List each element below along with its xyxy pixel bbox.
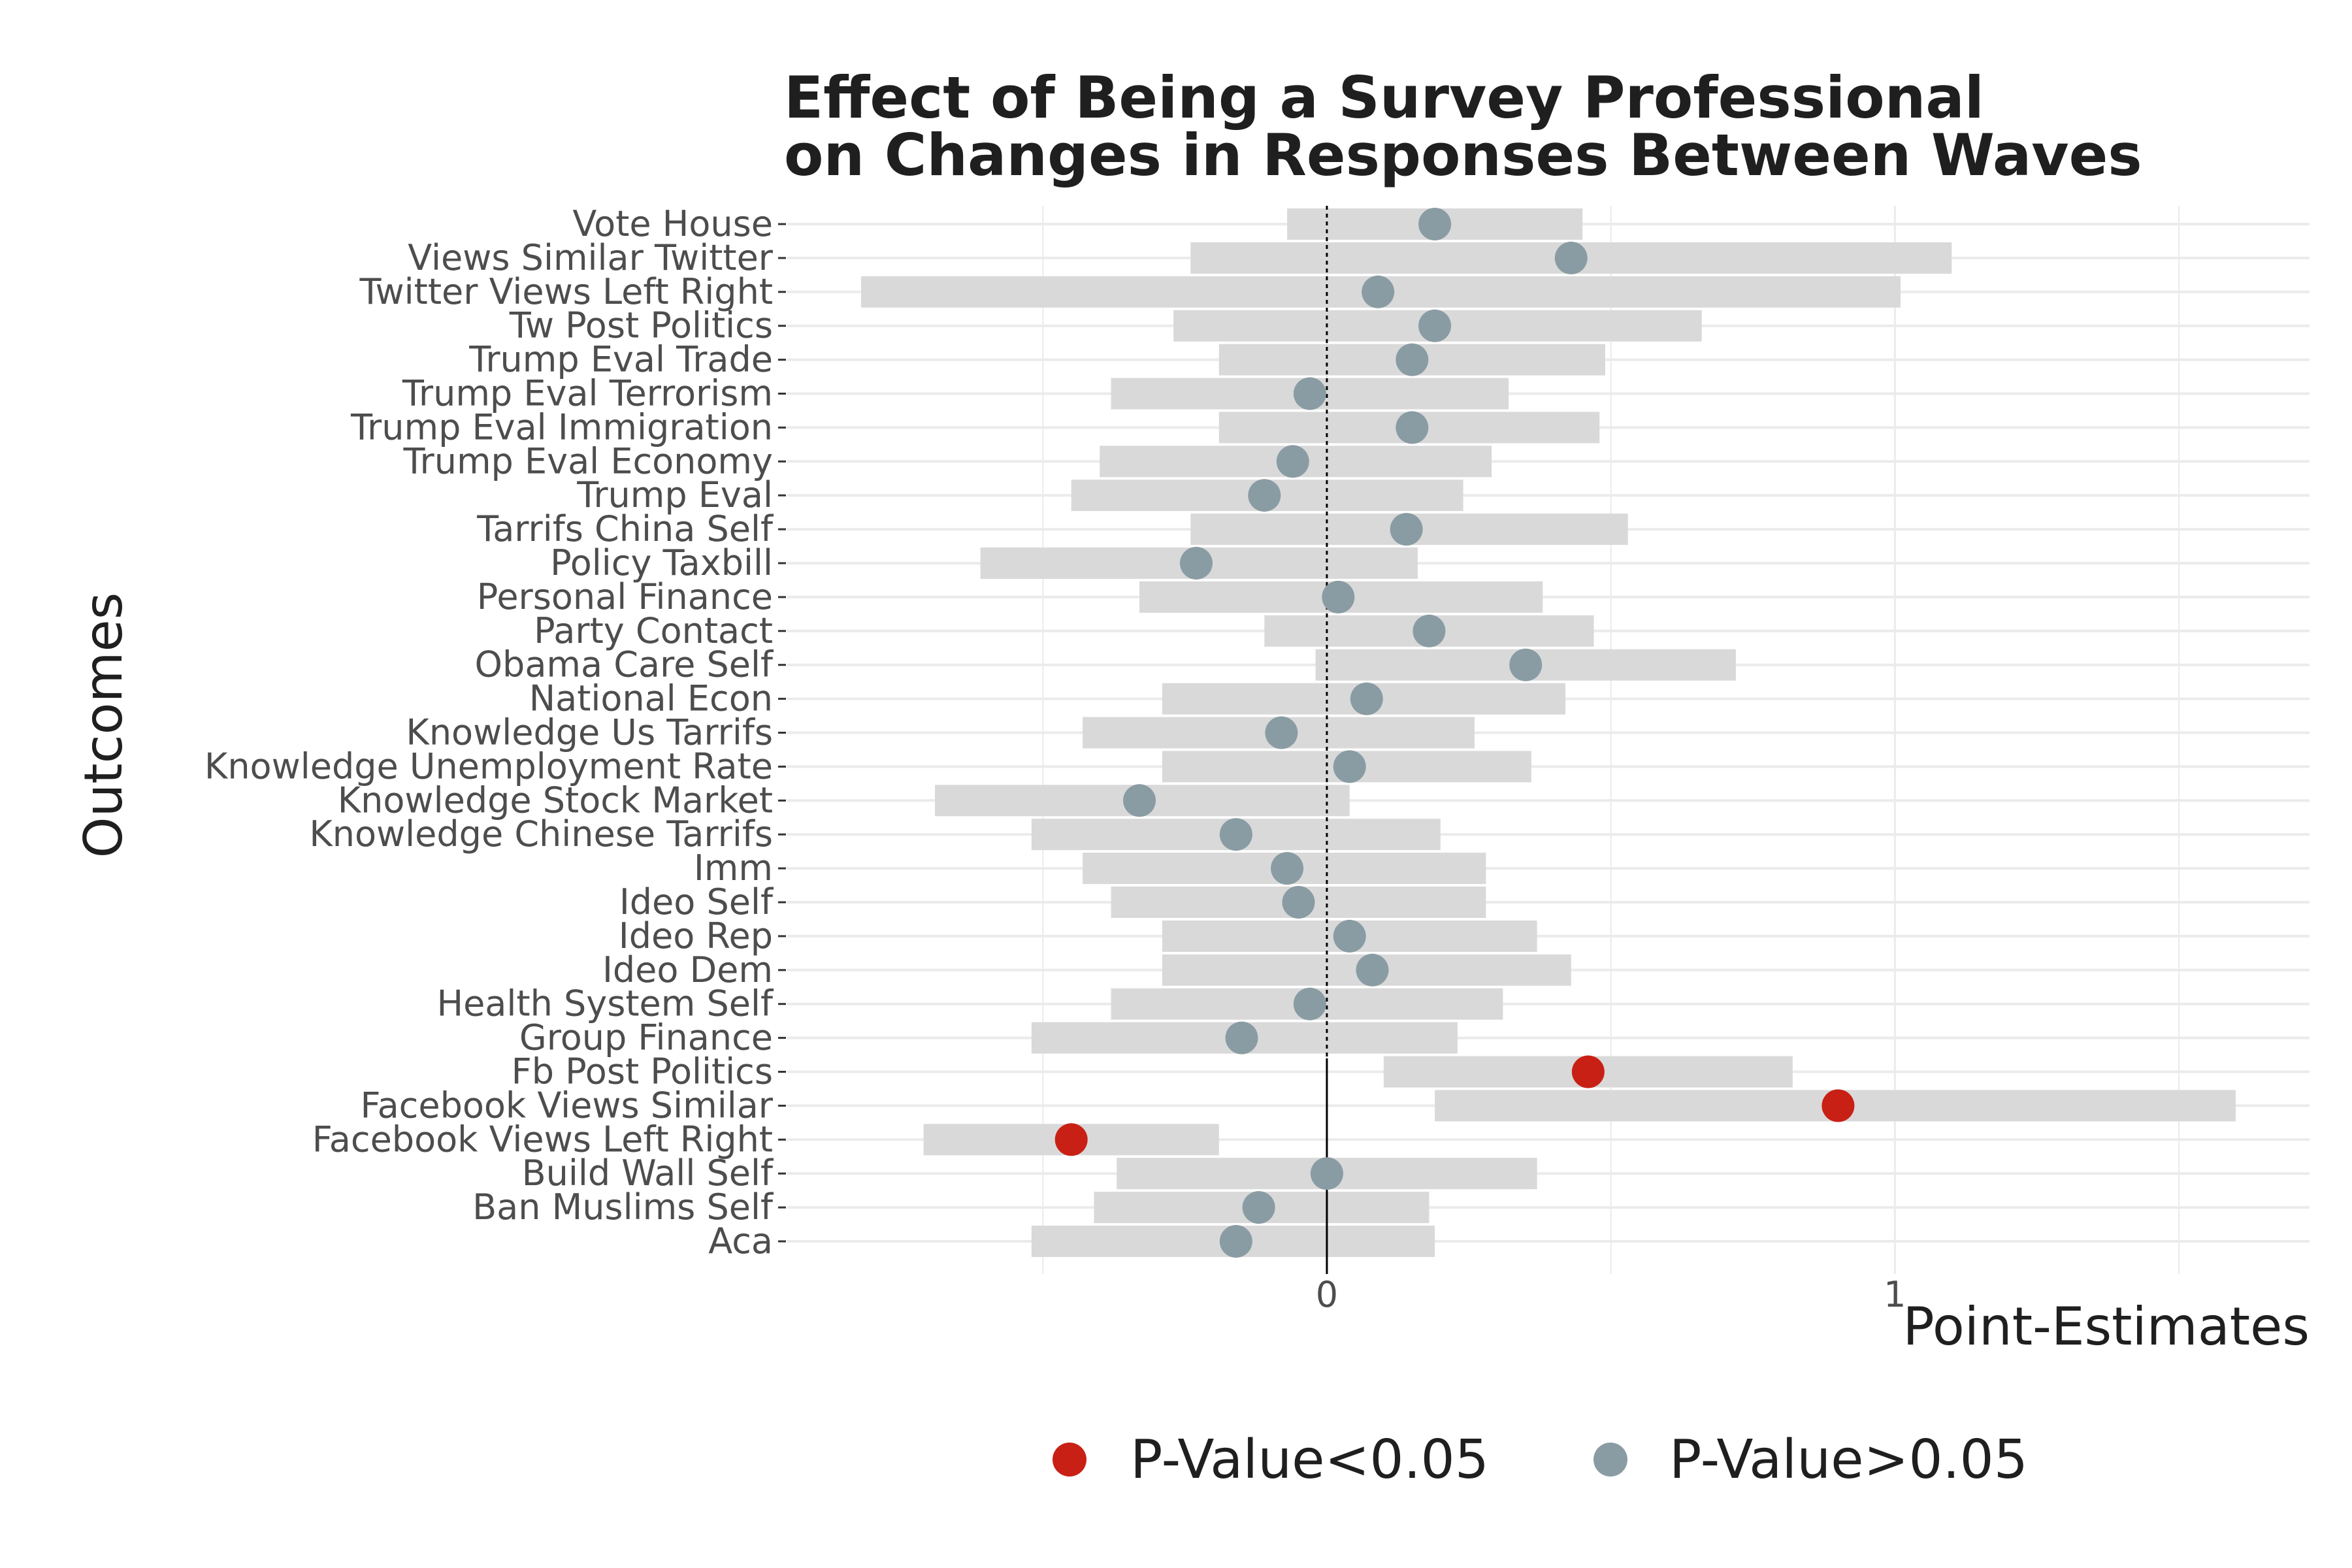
y-tick-label: Twitter Views Left Right [359,271,773,312]
y-tick-label: Imm [694,847,773,889]
y-tick-label: Policy Taxbill [550,542,773,583]
chart-title-line-1: Effect of Being a Survey Professional [784,64,1984,131]
y-tick-label: Ideo Rep [619,915,773,956]
legend-not-significant-marker [1593,1443,1627,1477]
point-estimate [1509,648,1543,681]
point-estimate [1310,1157,1343,1190]
point-estimate [1418,208,1452,240]
point-estimate [1322,580,1355,613]
y-tick-label: Facebook Views Similar [360,1085,773,1126]
point-estimate [1333,750,1366,783]
y-tick-label: Trump Eval Trade [468,339,773,380]
point-estimate [1225,1021,1258,1054]
point-estimate [1413,614,1446,647]
point-estimate [1821,1089,1855,1122]
y-tick-label: Knowledge Unemployment Rate [204,745,773,787]
point-estimate [1248,479,1281,512]
point-estimate [1362,275,1395,308]
point-estimate [1054,1123,1088,1156]
legend-not-significant-label: P-Value>0.05 [1669,1429,2028,1491]
y-tick-label: Personal Finance [477,576,773,617]
y-tick-label: Knowledge Us Tarrifs [406,712,773,753]
y-tick-label: Views Similar Twitter [408,237,774,278]
point-estimate [1293,987,1326,1021]
y-tick-label: Tw Post Politics [509,305,773,346]
y-tick-label: Party Contact [534,610,773,651]
y-tick-label: Health System Self [436,983,774,1024]
point-estimate [1390,513,1423,546]
point-estimate [1356,953,1389,987]
point-estimate [1242,1191,1275,1224]
legend: P-Value<0.05 P-Value>0.05 [1053,1429,2028,1491]
y-tick-label: Trump Eval Economy [402,440,773,482]
point-estimate [1276,445,1309,478]
y-tick-label: Ban Muslims Self [472,1186,774,1228]
x-tick-label: 0 [1316,1274,1338,1315]
point-estimate [1333,919,1366,953]
y-tick-label: Aca [708,1220,773,1262]
point-estimate [1265,716,1298,749]
point-estimate [1219,818,1252,851]
point-estimate [1350,682,1383,715]
y-tick-label: Obama Care Self [475,644,774,685]
point-estimate [1554,241,1588,274]
point-estimate [1179,547,1213,580]
y-tick-label: Knowledge Stock Market [338,779,773,821]
y-tick-label: Trump Eval Terrorism [402,373,773,414]
point-estimate [1396,411,1429,444]
point-estimate [1219,1225,1252,1258]
legend-significant-label: P-Value<0.05 [1130,1429,1489,1491]
y-tick-label: Build Wall Self [522,1152,774,1194]
point-estimate [1282,886,1315,919]
y-tick-label: Ideo Dem [602,949,773,990]
y-tick-label: Facebook Views Left Right [312,1119,773,1160]
y-tick-label: Knowledge Chinese Tarrifs [309,813,773,855]
chart-title-line-2: on Changes in Responses Between Waves [784,122,2142,189]
y-tick-label: Group Finance [519,1017,773,1058]
y-tick-label: Tarrifs China Self [476,508,774,549]
y-tick-label: Fb Post Politics [512,1051,773,1092]
point-estimate [1271,852,1304,885]
y-tick-label: Trump Eval Immigration [350,406,773,448]
y-axis-title: Outcomes [73,593,134,858]
x-tick-label: 1 [1884,1274,1906,1315]
point-estimate [1418,309,1452,342]
point-layer [1054,208,1855,1258]
point-estimate [1123,784,1156,817]
point-estimate [1293,377,1326,410]
y-tick-label: Vote House [572,203,773,244]
legend-significant-marker [1053,1443,1086,1477]
point-estimate [1571,1055,1605,1088]
y-tick-label: Ideo Self [619,881,774,923]
point-estimate [1396,343,1429,376]
y-tick-label: National Econ [529,678,773,719]
y-tick-label: Trump Eval [576,474,773,515]
x-axis-title: Point-Estimates [1903,1296,2310,1357]
